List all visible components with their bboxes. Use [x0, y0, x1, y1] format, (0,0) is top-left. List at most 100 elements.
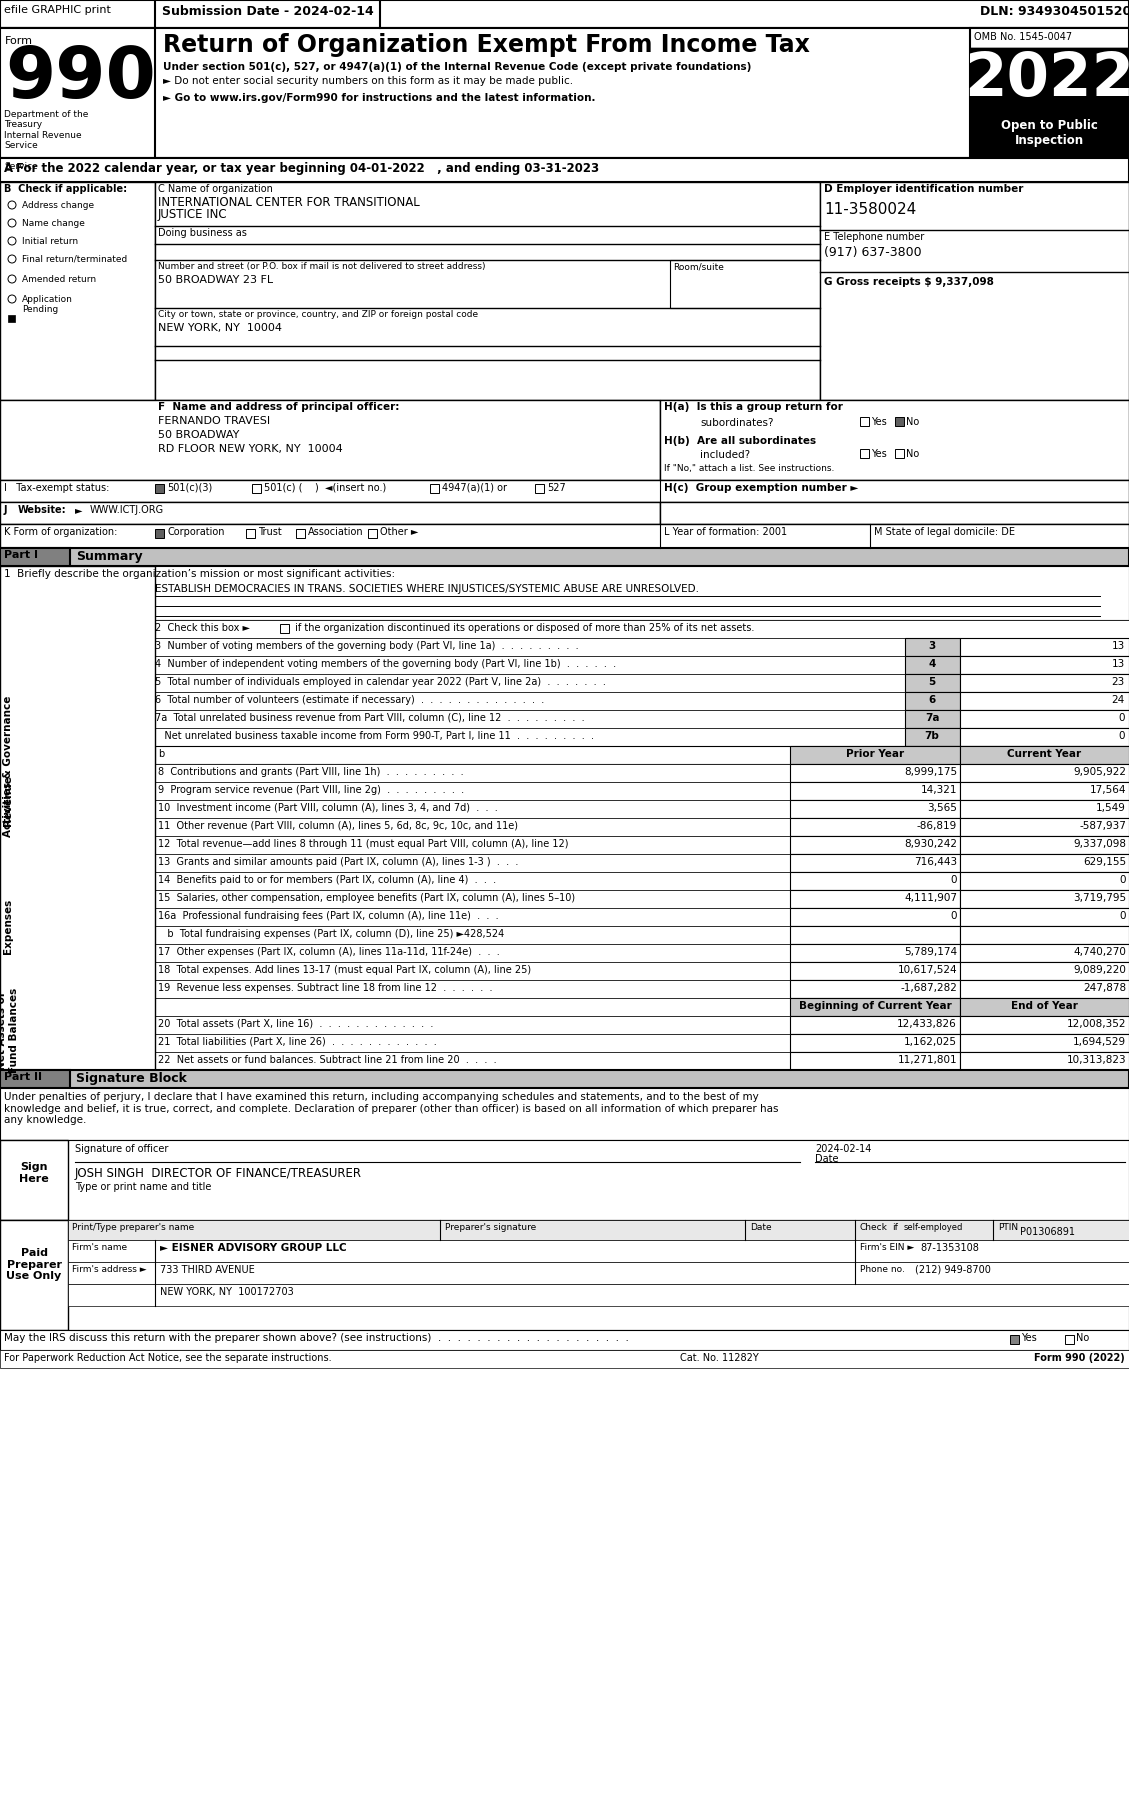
- Text: (917) 637-3800: (917) 637-3800: [824, 247, 921, 259]
- Text: G Gross receipts $ 9,337,098: G Gross receipts $ 9,337,098: [824, 278, 994, 287]
- Text: 9,089,220: 9,089,220: [1074, 965, 1126, 974]
- Bar: [155, 925, 1129, 943]
- Bar: [970, 116, 1129, 158]
- Bar: [155, 961, 1129, 980]
- Bar: [0, 158, 1129, 181]
- Bar: [790, 1052, 960, 1070]
- Bar: [960, 854, 1129, 873]
- Text: 7a: 7a: [925, 713, 939, 724]
- Text: 14  Benefits paid to or for members (Part IX, column (A), line 4)  .  .  .: 14 Benefits paid to or for members (Part…: [158, 874, 496, 885]
- Text: Trust: Trust: [259, 528, 282, 537]
- Text: Yes: Yes: [1021, 1333, 1036, 1342]
- Text: 1,549: 1,549: [1096, 804, 1126, 813]
- Text: Prior Year: Prior Year: [846, 749, 904, 758]
- Text: 23: 23: [1112, 677, 1124, 688]
- Text: 5,789,174: 5,789,174: [904, 947, 957, 958]
- Text: No: No: [1076, 1333, 1089, 1342]
- Bar: [960, 1016, 1129, 1034]
- Text: E Telephone number: E Telephone number: [824, 232, 925, 241]
- Text: Print/Type preparer's name: Print/Type preparer's name: [72, 1223, 194, 1232]
- Text: 990: 990: [5, 44, 156, 112]
- Text: 9,337,098: 9,337,098: [1073, 840, 1126, 849]
- Bar: [790, 782, 960, 800]
- Text: if the organization discontinued its operations or disposed of more than 25% of : if the organization discontinued its ope…: [292, 622, 754, 633]
- Bar: [960, 800, 1129, 818]
- Text: Return of Organization Exempt From Income Tax: Return of Organization Exempt From Incom…: [163, 33, 809, 56]
- Text: Summary: Summary: [76, 550, 142, 562]
- Text: 6: 6: [928, 695, 936, 706]
- Bar: [68, 1284, 1129, 1306]
- Text: 2022: 2022: [964, 51, 1129, 109]
- Text: M State of legal domicile: DE: M State of legal domicile: DE: [874, 528, 1015, 537]
- Text: 0: 0: [1120, 911, 1126, 922]
- Text: 5  Total number of individuals employed in calendar year 2022 (Part V, line 2a) : 5 Total number of individuals employed i…: [155, 677, 606, 688]
- Bar: [155, 818, 1129, 836]
- Text: 1,162,025: 1,162,025: [904, 1038, 957, 1047]
- Text: 501(c)(3): 501(c)(3): [167, 483, 212, 493]
- Bar: [0, 502, 660, 524]
- Text: Form 990 (2022): Form 990 (2022): [1034, 1353, 1124, 1362]
- Bar: [895, 417, 904, 426]
- Text: 4,111,907: 4,111,907: [904, 892, 957, 903]
- Bar: [960, 909, 1129, 925]
- Bar: [669, 259, 820, 308]
- Text: 22  Net assets or fund balances. Subtract line 21 from line 20  .  .  .  .: 22 Net assets or fund balances. Subtract…: [158, 1056, 497, 1065]
- Text: Date: Date: [750, 1223, 771, 1232]
- Text: Activities & Governance: Activities & Governance: [3, 695, 14, 836]
- Text: ► EISNER ADVISORY GROUP LLC: ► EISNER ADVISORY GROUP LLC: [160, 1243, 347, 1253]
- Bar: [68, 1263, 1129, 1284]
- Bar: [155, 836, 1129, 854]
- Text: 17  Other expenses (Part IX, column (A), lines 11a-11d, 11f-24e)  .  .  .: 17 Other expenses (Part IX, column (A), …: [158, 947, 500, 958]
- Bar: [0, 709, 1129, 727]
- Text: NEW YORK, NY  100172703: NEW YORK, NY 100172703: [160, 1286, 294, 1297]
- Text: 14,321: 14,321: [920, 785, 957, 795]
- Bar: [1065, 1335, 1074, 1344]
- Text: 0: 0: [951, 911, 957, 922]
- Bar: [155, 746, 1129, 764]
- Bar: [0, 620, 1129, 639]
- Text: Phone no.: Phone no.: [860, 1264, 904, 1273]
- Text: 24: 24: [1112, 695, 1124, 706]
- Text: 9,905,922: 9,905,922: [1073, 767, 1126, 776]
- Bar: [280, 624, 289, 633]
- Bar: [790, 909, 960, 925]
- Bar: [860, 450, 869, 457]
- Text: Signature of officer: Signature of officer: [75, 1145, 168, 1154]
- Bar: [0, 566, 1129, 620]
- Text: May the IRS discuss this return with the preparer shown above? (see instructions: May the IRS discuss this return with the…: [5, 1333, 629, 1342]
- Bar: [960, 998, 1129, 1016]
- Text: Firm's EIN ►: Firm's EIN ►: [860, 1243, 914, 1252]
- Text: End of Year: End of Year: [1010, 1001, 1077, 1010]
- Text: ESTABLISH DEMOCRACIES IN TRANS. SOCIETIES WHERE INJUSTICES/SYSTEMIC ABUSE ARE UN: ESTABLISH DEMOCRACIES IN TRANS. SOCIETIE…: [155, 584, 699, 593]
- Bar: [0, 548, 70, 566]
- Text: 3,565: 3,565: [927, 804, 957, 813]
- Bar: [0, 691, 1129, 709]
- Bar: [860, 417, 869, 426]
- Bar: [68, 1241, 1129, 1263]
- Text: 8,930,242: 8,930,242: [904, 840, 957, 849]
- Text: b: b: [158, 749, 164, 758]
- Bar: [155, 1016, 1129, 1034]
- Text: 10,313,823: 10,313,823: [1067, 1056, 1126, 1065]
- Bar: [535, 484, 544, 493]
- Text: 1  Briefly describe the organization’s mission or most significant activities:: 1 Briefly describe the organization’s mi…: [5, 570, 395, 579]
- Text: Signature Block: Signature Block: [76, 1072, 187, 1085]
- Bar: [960, 891, 1129, 909]
- Text: Net unrelated business taxable income from Form 990-T, Part I, line 11  .  .  . : Net unrelated business taxable income fr…: [155, 731, 594, 740]
- Text: Application
Pending: Application Pending: [21, 296, 73, 314]
- Bar: [970, 27, 1129, 158]
- Text: 7a  Total unrelated business revenue from Part VIII, column (C), line 12  .  .  : 7a Total unrelated business revenue from…: [155, 713, 585, 724]
- Text: L Year of formation: 2001: L Year of formation: 2001: [664, 528, 787, 537]
- Text: DLN: 93493045015204: DLN: 93493045015204: [980, 5, 1129, 18]
- Text: 16a  Professional fundraising fees (Part IX, column (A), line 11e)  .  .  .: 16a Professional fundraising fees (Part …: [158, 911, 499, 922]
- Bar: [430, 484, 439, 493]
- Text: For Paperwork Reduction Act Notice, see the separate instructions.: For Paperwork Reduction Act Notice, see …: [5, 1353, 332, 1362]
- Text: 3,719,795: 3,719,795: [1073, 892, 1126, 903]
- Text: Cat. No. 11282Y: Cat. No. 11282Y: [680, 1353, 759, 1362]
- Text: PTIN: PTIN: [998, 1223, 1018, 1232]
- Bar: [296, 530, 305, 539]
- Text: Firm's name: Firm's name: [72, 1243, 128, 1252]
- Bar: [155, 854, 1129, 873]
- Text: Open to Public
Inspection: Open to Public Inspection: [1000, 120, 1097, 147]
- Text: OMB No. 1545-0047: OMB No. 1545-0047: [974, 33, 1073, 42]
